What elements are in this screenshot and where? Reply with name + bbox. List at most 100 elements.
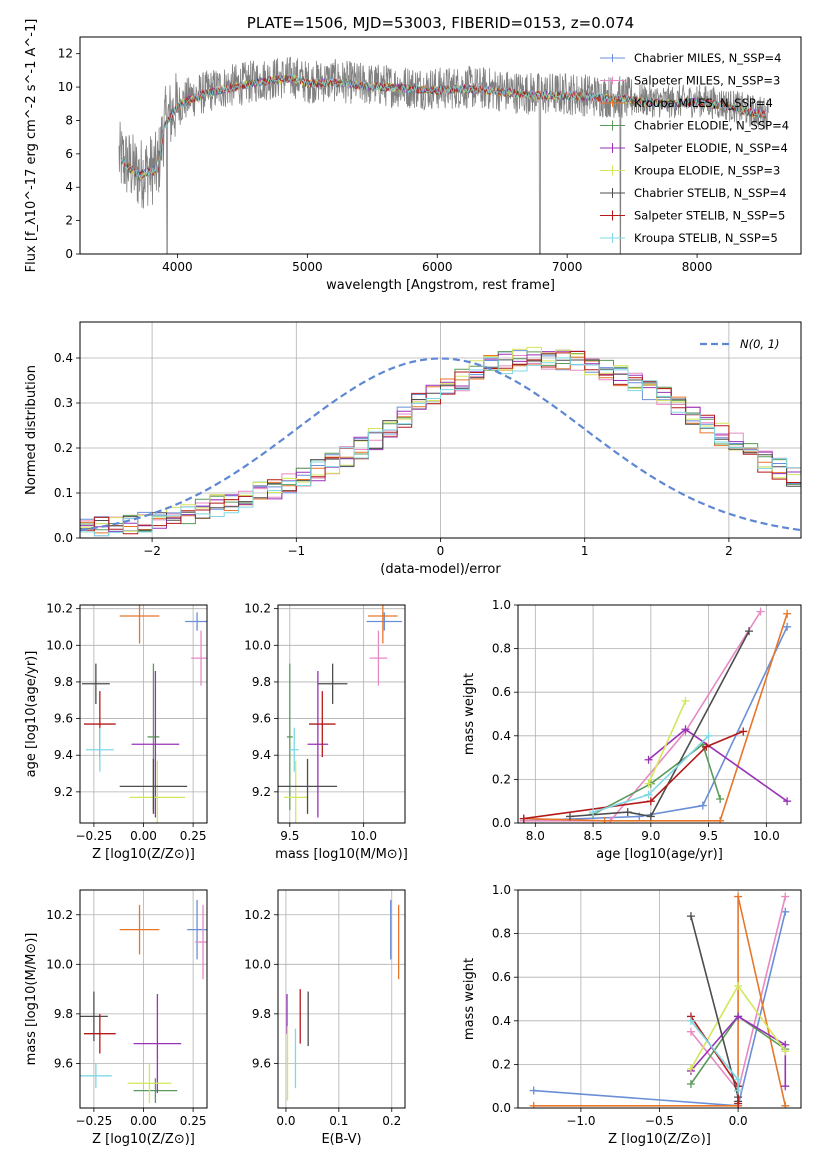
y-tick-label: 9.2 [54,785,73,799]
plus-marker [702,742,711,751]
plus-marker [644,779,653,788]
massweight-line-2 [523,613,788,822]
y-tick-label: 0.2 [54,441,73,455]
x-tick-label: 8.5 [584,829,603,843]
y-tick-label: 0.8 [492,642,511,656]
spectrum-plot-area [118,56,769,254]
y-tick-label: 0.0 [54,531,73,545]
x-tick-label: 0.1 [329,1114,348,1128]
massweight-line-2 [533,896,787,1107]
plus-marker [704,731,713,740]
x-tick-label: 8000 [682,260,713,274]
legend-label: Kroupa MILES, N_SSP=4 [634,96,773,110]
plus-marker [734,1099,743,1108]
spectrum-data-line [118,56,769,254]
plus-marker [698,801,707,810]
model-line-8 [121,74,767,179]
y-tick-label: 0.0 [492,1101,511,1115]
massweight-line-5 [647,700,687,785]
y-tick-label: 10.2 [46,602,73,616]
massweight-line-7 [523,730,744,820]
y-axis-label: mass weight [462,958,477,1040]
x-tick-label: 10.0 [753,829,780,843]
massweight-vs-age-frame [517,604,802,824]
y-tick-label: 9.8 [54,675,73,689]
plus-marker [781,1101,790,1108]
plus-marker [734,981,743,990]
plus-marker [529,1086,538,1095]
y-tick-label: 10.0 [244,638,271,652]
x-axis-label: Z [log10(Z/Z⊙)] [92,847,195,862]
y-tick-label: 4 [65,180,73,194]
x-tick-label: 9.0 [641,829,660,843]
x-axis-label: Z [log10(Z/Z⊙)] [608,1132,711,1147]
y-tick-label: 9.8 [252,1007,271,1021]
x-tick-label: 0 [437,544,445,558]
plus-marker [734,1075,743,1084]
x-axis-label: age [log10(age/yr)] [596,847,723,862]
y-tick-label: 10.2 [46,908,73,922]
age-vs-Z-plot-area [81,605,207,823]
y-tick-label: 9.6 [54,712,73,726]
y-axis-label: mass weight [462,673,477,755]
y-axis-label: Normed distribution [24,365,39,495]
plus-marker [745,627,754,636]
x-axis-label: E(B-V) [321,1132,361,1147]
plus-marker [781,907,790,916]
massweight-line-0 [523,626,788,822]
histogram-step-8 [80,357,801,537]
plus-marker [623,808,632,817]
x-tick-label: 1 [581,544,589,558]
y-tick-label: 1.0 [492,883,511,897]
x-tick-label: 8.0 [526,829,545,843]
y-axis-label: Flux [f_λ10^-17 erg cm^-2 s^-1 A^-1] [24,19,39,273]
figure-title: PLATE=1506, MJD=53003, FIBERID=0153, z=0… [247,14,634,32]
plus-marker [781,892,790,901]
y-tick-label: 9.4 [252,748,271,762]
y-tick-label: 0.6 [492,685,511,699]
x-axis-label: Z [log10(Z/Z⊙)] [92,1132,195,1147]
plus-marker [686,1064,695,1073]
legend-label: Kroupa ELODIE, N_SSP=3 [634,164,780,178]
y-tick-label: 9.4 [54,748,73,762]
massweight-line-1 [523,611,762,822]
plus-marker [565,812,574,821]
legend-label: Salpeter MILES, N_SSP=3 [634,74,780,88]
x-tick-label: −1 [287,544,305,558]
x-axis-label: mass [log10(M/M⊙)] [275,847,408,862]
y-tick-label: 10.0 [46,638,73,652]
x-tick-label: 6000 [422,260,453,274]
ebv-plot-area [286,899,400,1101]
plus-marker [734,1086,743,1095]
legend-label: Salpeter STELIB, N_SSP=5 [634,209,785,223]
y-tick-label: 0.6 [492,970,511,984]
plus-marker [756,607,765,616]
y-tick-label: 2 [65,214,73,228]
x-tick-label: 2 [725,544,733,558]
y-tick-label: 0.4 [492,1014,511,1028]
x-tick-label: 0.25 [180,1114,207,1128]
plus-marker [589,808,598,817]
y-tick-label: 10.0 [46,957,73,971]
x-tick-label: 9.5 [699,829,718,843]
plus-marker [716,795,725,804]
massweight-line-3 [592,743,721,816]
x-tick-label: −0.25 [76,829,113,843]
spectrum-frame [79,36,802,255]
y-axis-label: mass [log10(M/M⊙)] [24,933,39,1066]
y-tick-label: 0.8 [492,927,511,941]
plus-marker [600,816,609,823]
x-tick-label: 0.0 [729,1114,748,1128]
plus-marker [686,1016,695,1025]
plus-marker [686,1027,695,1036]
plus-marker [734,892,743,901]
plus-marker [644,790,653,799]
legend-label: Salpeter ELODIE, N_SSP=4 [634,141,788,155]
y-tick-label: 1.0 [492,598,511,612]
plus-marker [646,812,655,821]
y-tick-label: 6 [65,147,73,161]
y-tick-label: 9.2 [252,785,271,799]
y-tick-label: 0.2 [492,772,511,786]
x-tick-label: 9.5 [280,829,299,843]
plus-marker [681,696,690,705]
